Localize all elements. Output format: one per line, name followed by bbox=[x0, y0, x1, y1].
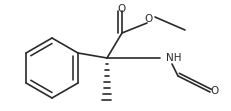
Text: O: O bbox=[144, 14, 152, 24]
Text: O: O bbox=[210, 86, 218, 96]
Text: O: O bbox=[117, 4, 126, 14]
Text: NH: NH bbox=[165, 53, 181, 63]
